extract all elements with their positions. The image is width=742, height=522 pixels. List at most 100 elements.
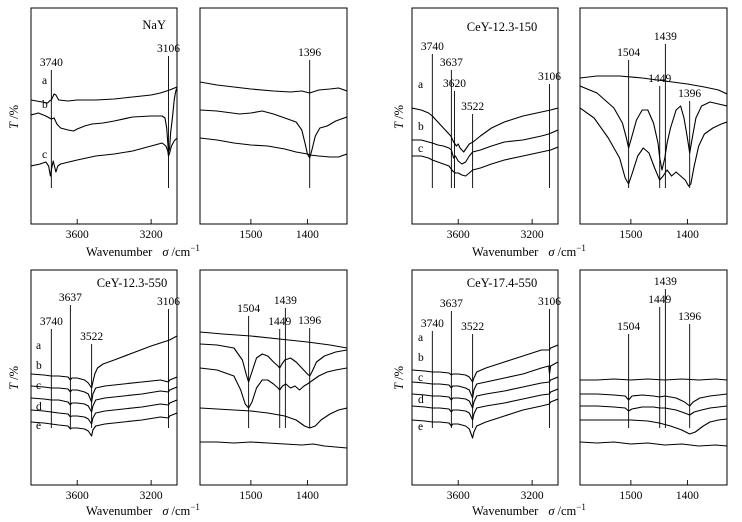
series-label: c [418, 372, 423, 384]
series-label: e [418, 421, 423, 433]
x-tick-label: 1400 [676, 490, 699, 502]
peak-label: 3740 [421, 318, 444, 330]
series-label: e [36, 420, 41, 432]
peak-label: 3637 [59, 292, 82, 304]
series-label: c [42, 149, 47, 161]
series-b-right-curve [580, 393, 727, 407]
x-tick-label: 3600 [447, 229, 470, 241]
panel-title: CeY-12.3-550 [97, 276, 167, 290]
series-b-right-curve [580, 85, 727, 171]
peak-label: 3522 [461, 101, 484, 113]
series-b-right-curve [200, 343, 347, 383]
x-tick-label: 1500 [619, 490, 642, 502]
peak-label: 3740 [40, 316, 63, 328]
x-tick-label: 1500 [619, 229, 642, 241]
peak-label: 1439 [654, 31, 677, 43]
series-c-right-curve [200, 137, 347, 158]
panel-1: ab c 3740 3106 1396 3600 3200 1500 1400 NaY Wavenu… [7, 7, 348, 259]
series-b-left-curve [31, 376, 177, 403]
peak-label: 1396 [678, 88, 701, 100]
peak-label: 3620 [443, 78, 466, 90]
series-a-right-curve [200, 331, 347, 349]
x-axis-label-symbol: σ [548, 245, 555, 259]
x-axis-label-word: Wavenumber [86, 504, 153, 518]
x-axis-label-word: Wavenumber [472, 504, 539, 518]
left-plot-frame [30, 269, 178, 486]
peak-label: 3522 [80, 331, 103, 343]
peak-label: 1396 [678, 311, 701, 323]
series-e-right-curve [580, 441, 727, 447]
peak-label: 3106 [157, 296, 180, 308]
x-tick-label: 3200 [521, 229, 544, 241]
peak-label: 1396 [298, 315, 321, 327]
x-axis-label-unit: /cm [558, 245, 577, 259]
peak-label: 1504 [237, 303, 260, 315]
peak-label: 1449 [648, 294, 671, 306]
left-plot-frame [411, 7, 559, 225]
series-label: a [36, 340, 41, 352]
series-c-left-curve [31, 137, 177, 177]
series-a-left-curve [412, 344, 558, 383]
x-axis-label: Wavenumber σ/cm−1 [472, 502, 586, 518]
series-label: b [418, 121, 424, 133]
series-label: c [36, 380, 41, 392]
peak-label: 1439 [654, 276, 677, 288]
x-tick-label: 1400 [676, 229, 699, 241]
right-plot-frame [579, 269, 728, 486]
peak-label: 3740 [40, 57, 63, 69]
peak-label: 3106 [538, 296, 561, 308]
x-axis-label-symbol: σ [162, 504, 169, 518]
peak-label: 1449 [648, 73, 671, 85]
series-c-right-curve [580, 405, 727, 416]
series-e-right-curve [200, 441, 347, 449]
peak-label: 3740 [421, 41, 444, 53]
peak-label: 1449 [268, 316, 291, 328]
x-tick-label: 1400 [296, 490, 319, 502]
y-axis-label: T /% [7, 105, 21, 129]
series-a-right-curve [200, 81, 347, 94]
x-axis-label-unit: /cm [172, 504, 191, 518]
panel-title: CeY-17.4-550 [467, 276, 537, 290]
x-tick-label: 3600 [66, 229, 89, 241]
y-axis-label: T /% [392, 366, 406, 390]
peak-label: 3106 [157, 43, 180, 55]
series-b-left-curve [412, 361, 558, 399]
x-tick-label: 3600 [447, 490, 470, 502]
series-b-left-curve [412, 129, 558, 165]
series-label: b [36, 360, 42, 372]
x-tick-label: 1400 [296, 229, 319, 241]
peak-label: 3106 [538, 71, 561, 83]
left-plot-frame [30, 7, 178, 225]
x-tick-label: 1500 [239, 490, 262, 502]
left-plot-frame [411, 269, 559, 486]
series-d-left-curve [412, 388, 558, 421]
series-label: a [418, 79, 423, 91]
series-a-right-curve [580, 378, 727, 381]
peak-label: 1396 [298, 47, 321, 59]
peak-label: 3637 [440, 57, 463, 69]
series-d-right-curve [200, 407, 347, 429]
x-tick-label: 1500 [239, 229, 262, 241]
series-label: b [418, 352, 424, 364]
x-tick-label: 3200 [140, 490, 163, 502]
series-label: c [418, 143, 423, 155]
x-axis-label: Wavenumber σ/cm−1 [86, 243, 200, 259]
peak-label: 1504 [617, 47, 640, 59]
x-tick-label: 3200 [140, 229, 163, 241]
series-c-left-curve [412, 146, 558, 177]
right-plot-frame [199, 7, 348, 225]
series-c-left-curve [31, 386, 177, 413]
peak-label: 3522 [461, 321, 484, 333]
x-axis-label-symbol: σ [162, 245, 169, 259]
peak-label: 1504 [617, 321, 640, 333]
series-c-right-curve [200, 367, 347, 409]
right-plot-frame [199, 269, 348, 486]
series-c-left-curve [412, 376, 558, 409]
y-axis-label: T /% [7, 366, 21, 390]
x-axis-label-word: Wavenumber [472, 245, 539, 259]
x-axis-label-exponent: −1 [190, 243, 200, 253]
panel-2: a bc 3740 3637 3620 3522 3106 1504 1449 1439 1396 3… [392, 7, 728, 259]
series-a-left-curve [31, 335, 177, 389]
right-plot-frame [579, 7, 728, 225]
